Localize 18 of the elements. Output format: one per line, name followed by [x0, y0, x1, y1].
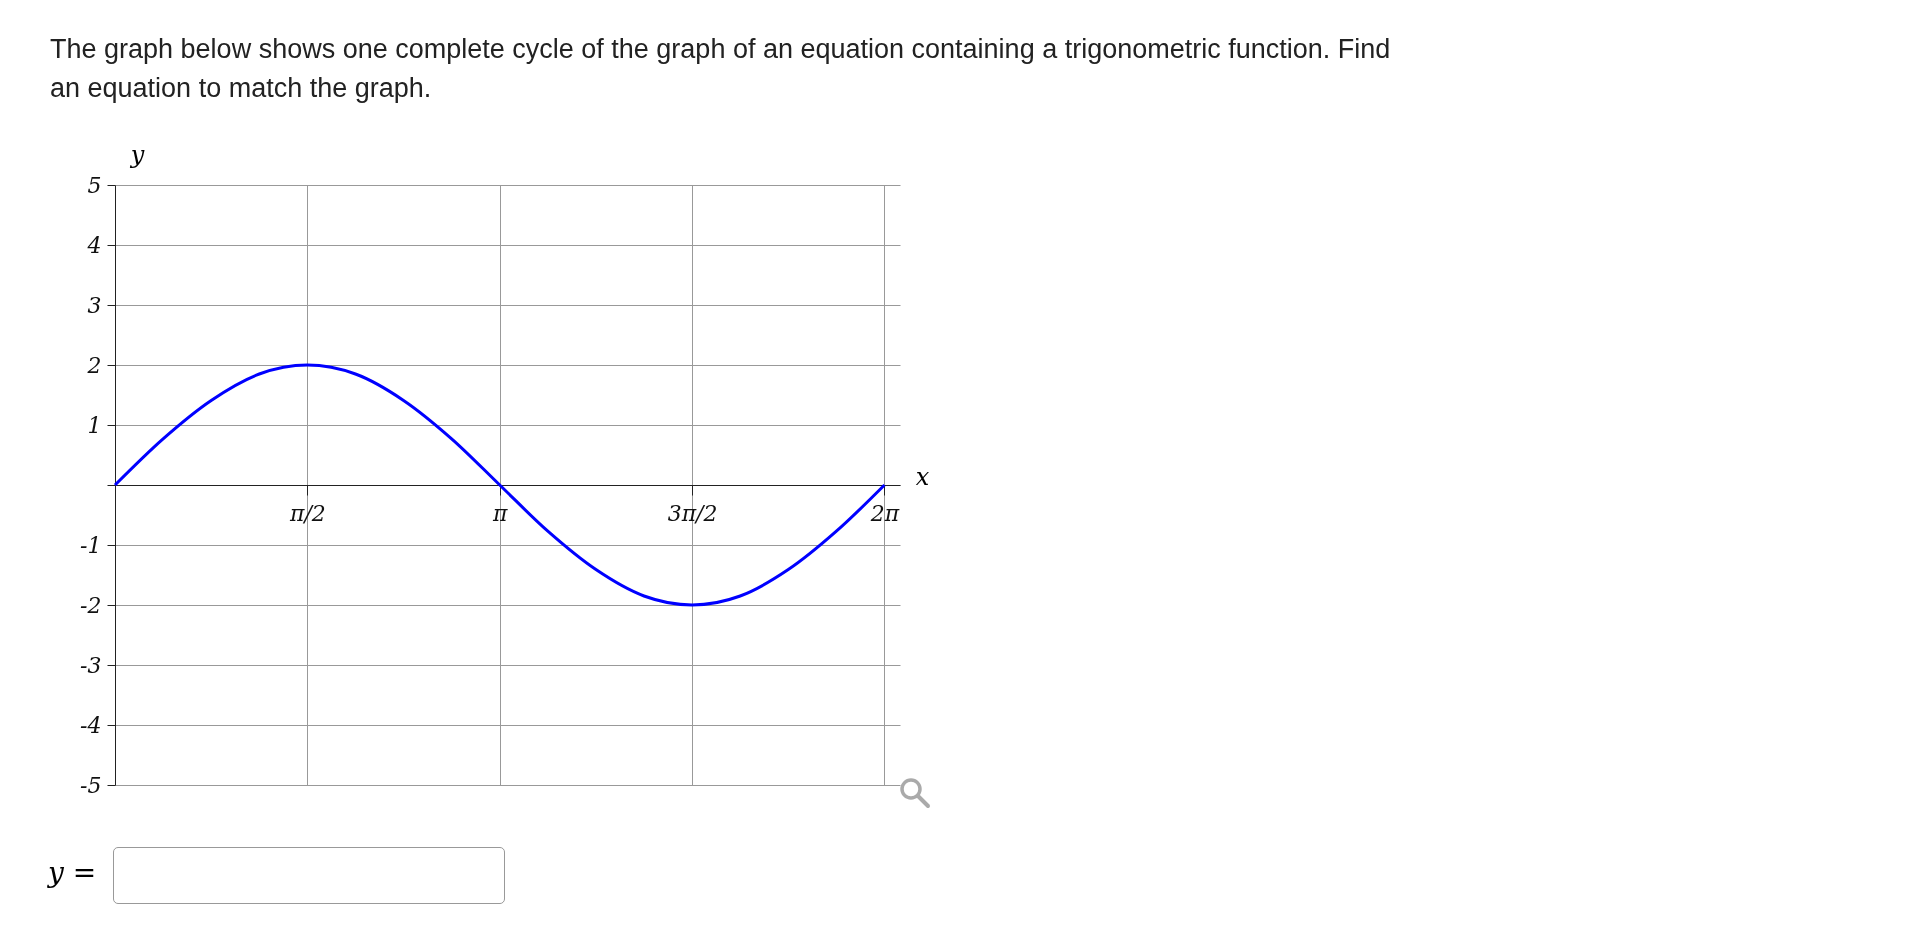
y-tick-label: -2 — [80, 592, 102, 618]
text: y = — [48, 856, 97, 889]
x-tick-label: π — [492, 500, 508, 526]
y-tick-label: 5 — [87, 172, 102, 198]
chart-title: The graph below shows one complete cycle of the graph of an equation containing a trigonometric function. Find an equation to match the graph. — [50, 33, 1392, 105]
y-tick-label: -5 — [80, 772, 102, 798]
y-tick-label: 3 — [87, 292, 102, 318]
x-axis-title: x — [915, 462, 930, 491]
x-tick-label: π/2 — [288, 500, 326, 526]
y-tick-label: -3 — [80, 652, 102, 678]
y-axis-title: y — [129, 140, 145, 169]
y-tick-label: 1 — [87, 412, 102, 438]
y-tick-label: -4 — [80, 712, 102, 738]
y-tick-label: 4 — [86, 232, 102, 258]
y-tick-label: -1 — [80, 532, 102, 558]
y-tick-label: 2 — [86, 352, 102, 378]
x-tick-label: 3π/2 — [667, 500, 718, 526]
x-tick-label: 2π — [869, 500, 900, 526]
